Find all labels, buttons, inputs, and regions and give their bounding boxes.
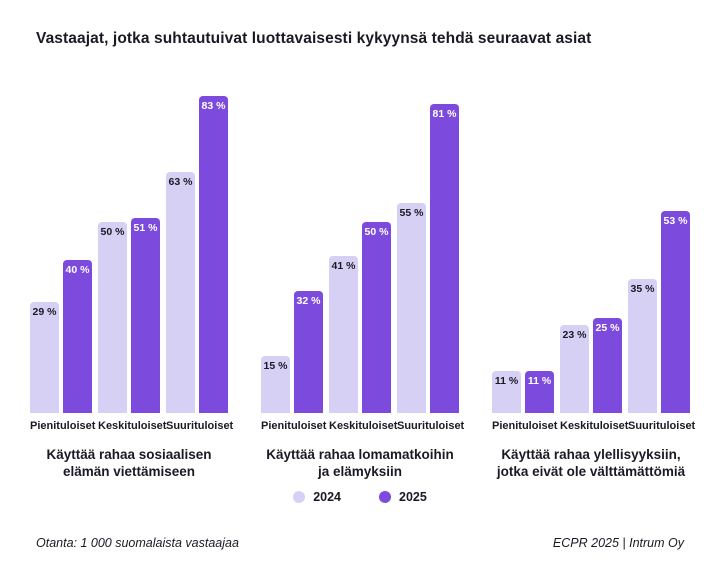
- category-suurituloiset: 55 % 81 %: [397, 104, 459, 413]
- group-title-line: jotka eivät ole välttämättömiä: [496, 463, 686, 479]
- legend-label-2025: 2025: [399, 490, 427, 504]
- bar-value-label: 50 %: [364, 226, 389, 238]
- legend-label-2024: 2024: [313, 490, 341, 504]
- category-label-pienituloiset: Pienituloiset: [261, 420, 327, 432]
- bar-value-label: 55 %: [399, 207, 424, 219]
- bar-value-label: 11 %: [527, 375, 552, 387]
- bar-value-label: 40 %: [65, 264, 90, 276]
- bar-2024-keskituloiset: 50 %: [98, 222, 127, 413]
- bar-value-label: 25 %: [595, 322, 620, 334]
- bar-2024-suurituloiset: 63 %: [166, 172, 195, 413]
- group-title-line: elämän viettämiseen: [62, 463, 196, 479]
- footer: Otanta: 1 000 suomalaista vastaajaa ECPR…: [36, 536, 684, 550]
- group-title-line: Käyttää rahaa lomamatkoihin: [266, 447, 454, 462]
- plot-area: 15 % 32 % 41 % 50 % 55 % 81 %: [261, 90, 459, 413]
- category-label-keskituloiset: Keskituloiset: [329, 420, 398, 432]
- bar-2025-keskituloiset: 50 %: [362, 222, 391, 413]
- bar-value-label: 63 %: [168, 176, 193, 188]
- category-label-suurituloiset: Suurituloiset: [166, 420, 234, 432]
- category-pienituloiset: 11 % 11 %: [492, 371, 554, 413]
- category-keskituloiset: 41 % 50 %: [329, 222, 391, 413]
- group-title-line: Käyttää rahaa ylellisyyksiin,: [501, 447, 681, 462]
- bar-2024-pienituloiset: 29 %: [30, 302, 59, 413]
- category-pienituloiset: 15 % 32 %: [261, 291, 323, 413]
- bar-2025-suurituloiset: 53 %: [661, 211, 690, 413]
- bar-2024-pienituloiset: 15 %: [261, 356, 290, 413]
- category-label-pienituloiset: Pienituloiset: [30, 420, 96, 432]
- bar-value-label: 32 %: [296, 295, 321, 307]
- category-keskituloiset: 50 % 51 %: [98, 218, 160, 413]
- legend: 2024 2025: [0, 490, 720, 504]
- chart-group-1: 29 % 40 % 50 % 51 % 63 % 83 % Pienituloiset Kes…: [30, 90, 234, 481]
- category-label-keskituloiset: Keskituloiset: [98, 420, 167, 432]
- bar-2025-suurituloiset: 83 %: [199, 96, 228, 413]
- bar-2024-suurituloiset: 35 %: [628, 279, 657, 413]
- category-pienituloiset: 29 % 40 %: [30, 260, 92, 413]
- bar-value-label: 53 %: [663, 215, 688, 227]
- plot-area: 11 % 11 % 23 % 25 % 35 % 53 %: [492, 90, 690, 413]
- bar-value-label: 51 %: [133, 222, 158, 234]
- bar-value-label: 15 %: [263, 360, 288, 372]
- bar-2024-keskituloiset: 23 %: [560, 325, 589, 413]
- bar-value-label: 29 %: [32, 306, 57, 318]
- legend-item-2025: 2025: [379, 490, 427, 504]
- group-title-line: Käyttää rahaa sosiaalisen: [46, 447, 212, 462]
- bar-2025-pienituloiset: 32 %: [294, 291, 323, 413]
- group-title-line: ja elämyksiin: [317, 463, 403, 479]
- category-label-suurituloiset: Suurituloiset: [397, 420, 465, 432]
- bar-2025-keskituloiset: 25 %: [593, 318, 622, 413]
- bar-2024-pienituloiset: 11 %: [492, 371, 521, 413]
- group-title-2: Käyttää rahaa lomamatkoihin ja elämyksiin: [266, 447, 454, 481]
- bar-value-label: 50 %: [100, 226, 125, 238]
- group-title-1: Käyttää rahaa sosiaalisen elämän viettämi…: [46, 447, 211, 481]
- legend-swatch-2024-icon: [293, 491, 306, 503]
- category-labels: Pienituloiset Keskituloiset Suurituloiset: [261, 420, 465, 432]
- legend-swatch-2025-icon: [379, 491, 391, 503]
- group-title-3: Käyttää rahaa ylellisyyksiin, jotka eivät…: [497, 447, 685, 481]
- category-keskituloiset: 23 % 25 %: [560, 318, 622, 413]
- category-label-keskituloiset: Keskituloiset: [560, 420, 629, 432]
- bar-value-label: 41 %: [331, 260, 356, 272]
- chart-group-3: 11 % 11 % 23 % 25 % 35 % 53 % Pienituloiset Kes…: [492, 90, 696, 481]
- chart-title: Vastaajat, jotka suhtautuivat luottavais…: [36, 30, 592, 47]
- legend-item-2024: 2024: [293, 490, 341, 504]
- bar-2025-keskituloiset: 51 %: [131, 218, 160, 413]
- bar-value-label: 23 %: [562, 329, 587, 341]
- category-labels: Pienituloiset Keskituloiset Suurituloiset: [492, 420, 696, 432]
- bar-2025-pienituloiset: 11 %: [525, 371, 554, 413]
- category-labels: Pienituloiset Keskituloiset Suurituloiset: [30, 420, 234, 432]
- bar-value-label: 35 %: [630, 283, 655, 295]
- bar-value-label: 11 %: [494, 375, 519, 387]
- bar-2025-pienituloiset: 40 %: [63, 260, 92, 413]
- category-suurituloiset: 63 % 83 %: [166, 96, 228, 413]
- category-suurituloiset: 35 % 53 %: [628, 211, 690, 413]
- category-label-suurituloiset: Suurituloiset: [628, 420, 696, 432]
- plot-area: 29 % 40 % 50 % 51 % 63 % 83 %: [30, 90, 228, 413]
- source-credit: ECPR 2025 | Intrum Oy: [552, 536, 684, 550]
- chart-group-2: 15 % 32 % 41 % 50 % 55 % 81 % Pienituloiset Kes…: [261, 90, 465, 481]
- bar-2025-suurituloiset: 81 %: [430, 104, 459, 413]
- bar-value-label: 81 %: [432, 108, 457, 120]
- bar-2024-suurituloiset: 55 %: [397, 203, 426, 413]
- category-label-pienituloiset: Pienituloiset: [492, 420, 558, 432]
- sample-note: Otanta: 1 000 suomalaista vastaajaa: [36, 536, 239, 550]
- charts-row: 29 % 40 % 50 % 51 % 63 % 83 % Pienituloiset Kes…: [0, 90, 720, 481]
- bar-2024-keskituloiset: 41 %: [329, 256, 358, 413]
- bar-value-label: 83 %: [201, 100, 226, 112]
